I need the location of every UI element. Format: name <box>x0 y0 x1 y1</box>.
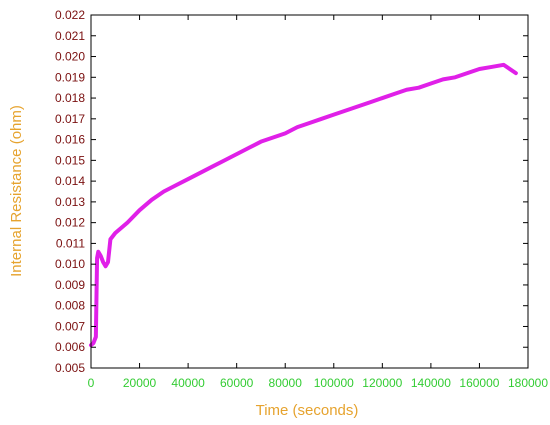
series-line <box>89 62 518 348</box>
y-tick-label: 0.014 <box>55 174 85 188</box>
x-tick-label: 60000 <box>220 376 254 390</box>
y-tick-label: 0.010 <box>55 257 85 271</box>
y-tick-label: 0.006 <box>55 340 85 354</box>
y-tick-label: 0.018 <box>55 91 85 105</box>
x-tick-label: 180000 <box>508 376 548 390</box>
series-layer <box>89 62 518 348</box>
y-tick-label: 0.007 <box>55 319 85 333</box>
x-tick-label: 160000 <box>459 376 499 390</box>
y-tick-label: 0.017 <box>55 112 85 126</box>
y-axis-ticks: 0.005 0.006 0.007 0.008 0.009 0.010 0.011 0.012… <box>55 8 528 375</box>
x-axis-title: Time (seconds) <box>256 402 359 419</box>
x-tick-label: 120000 <box>362 376 402 390</box>
x-tick-label: 80000 <box>269 376 303 390</box>
x-tick-label: 140000 <box>411 376 451 390</box>
y-tick-label: 0.019 <box>55 70 85 84</box>
y-tick-label: 0.022 <box>55 8 85 22</box>
y-tick-label: 0.008 <box>55 299 85 313</box>
x-tick-label: 0 <box>88 376 95 390</box>
y-axis-title: Internal Resistance (ohm) <box>8 105 25 277</box>
plot-frame <box>90 14 529 369</box>
y-tick-label: 0.005 <box>55 361 85 375</box>
x-axis-ticks: 0 20000 40000 60000 80000 100000 120000 140000 1… <box>88 15 548 390</box>
x-tick-label: 20000 <box>123 376 157 390</box>
y-tick-label: 0.015 <box>55 153 85 167</box>
y-tick-label: 0.020 <box>55 50 85 64</box>
y-tick-label: 0.013 <box>55 195 85 209</box>
y-tick-label: 0.009 <box>55 278 85 292</box>
x-tick-label: 40000 <box>171 376 205 390</box>
y-tick-label: 0.012 <box>55 216 85 230</box>
y-tick-label: 0.021 <box>55 29 85 43</box>
x-tick-label: 100000 <box>314 376 354 390</box>
y-tick-label: 0.011 <box>56 236 85 250</box>
y-tick-label: 0.016 <box>55 133 85 147</box>
